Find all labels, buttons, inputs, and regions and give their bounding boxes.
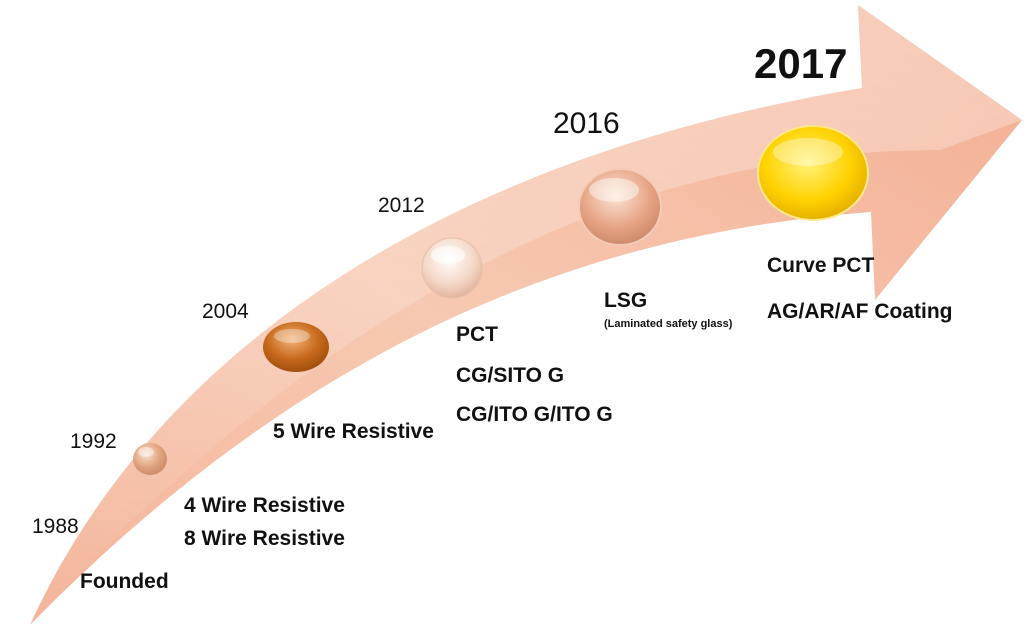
label-lsg: LSG — [604, 289, 648, 312]
label-ag-ar-af-coating: AG/AR/AF Coating — [767, 300, 953, 323]
label-8-wire-resistive: 8 Wire Resistive — [184, 527, 345, 550]
bubble-2016 — [578, 168, 662, 246]
year-2012: 2012 — [378, 194, 425, 217]
year-2017: 2017 — [754, 40, 848, 87]
label-4-wire-resistive: 4 Wire Resistive — [184, 494, 345, 517]
label-laminated-safety-glass: (Laminated safety glass) — [604, 318, 733, 330]
bubble-2017 — [757, 125, 869, 221]
label-5-wire-resistive: 5 Wire Resistive — [273, 420, 434, 443]
year-1992: 1992 — [70, 430, 117, 453]
year-2016: 2016 — [553, 107, 620, 140]
label-cg-ito-g-ito-g: CG/ITO G/ITO G — [456, 403, 613, 426]
label-cg-sito-g: CG/SITO G — [456, 364, 565, 387]
bubble-1992 — [133, 443, 167, 475]
year-2004: 2004 — [202, 300, 249, 323]
label-founded: Founded — [80, 570, 169, 593]
label-pct: PCT — [456, 323, 498, 346]
bubble-2012 — [421, 237, 483, 299]
label-curve-pct: Curve PCT — [767, 254, 875, 277]
bubble-2004 — [263, 322, 329, 372]
year-1988: 1988 — [32, 515, 79, 538]
